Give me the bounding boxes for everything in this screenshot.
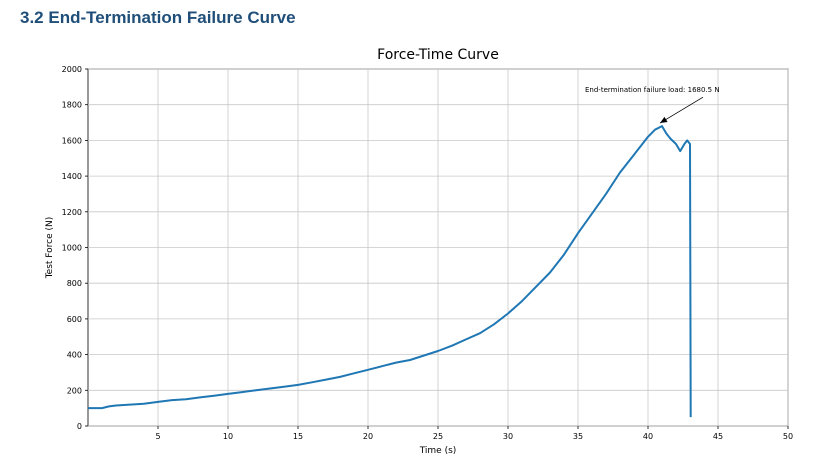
series-line-test-force [88, 125, 692, 418]
x-tick-label: 50 [783, 432, 793, 441]
x-tick-label: 10 [223, 432, 233, 441]
x-tick-label: 15 [293, 432, 303, 441]
y-tick-label: 0 [77, 422, 82, 431]
y-tick-label: 400 [67, 351, 82, 360]
y-tick-label: 1800 [62, 101, 82, 110]
x-axis-label: Time (s) [419, 446, 457, 456]
tick-layer: 5 10 15 20 25 30 35 40 45 50 0 200 400 600 800 1000 1200… [62, 65, 793, 441]
y-tick-label: 1200 [62, 208, 82, 217]
grid-layer [88, 68, 789, 427]
x-tick-label: 5 [155, 432, 160, 441]
y-tick-label: 1600 [62, 136, 82, 145]
x-tick-label: 35 [573, 432, 583, 441]
y-tick-label: 600 [67, 315, 82, 324]
y-tick-label: 1000 [62, 244, 82, 253]
chart-title: Force-Time Curve [377, 47, 499, 63]
section-heading: 3.2 End-Termination Failure Curve [20, 8, 296, 27]
annotation-failure-load: End-termination failure load: 1680.5 N [585, 86, 720, 94]
y-tick-label: 2000 [62, 65, 82, 74]
x-tick-label: 20 [363, 432, 373, 441]
x-tick-label: 30 [503, 432, 513, 441]
x-tick-label: 45 [713, 432, 723, 441]
x-tick-label: 25 [433, 432, 443, 441]
x-tick-label: 40 [643, 432, 653, 441]
annotation-arrow [659, 96, 704, 124]
y-tick-label: 200 [67, 386, 82, 395]
y-tick-label: 1400 [62, 172, 82, 181]
annotation-arrowhead [660, 116, 668, 124]
y-axis-label: Test Force (N) [45, 217, 55, 280]
y-tick-label: 800 [67, 279, 82, 288]
